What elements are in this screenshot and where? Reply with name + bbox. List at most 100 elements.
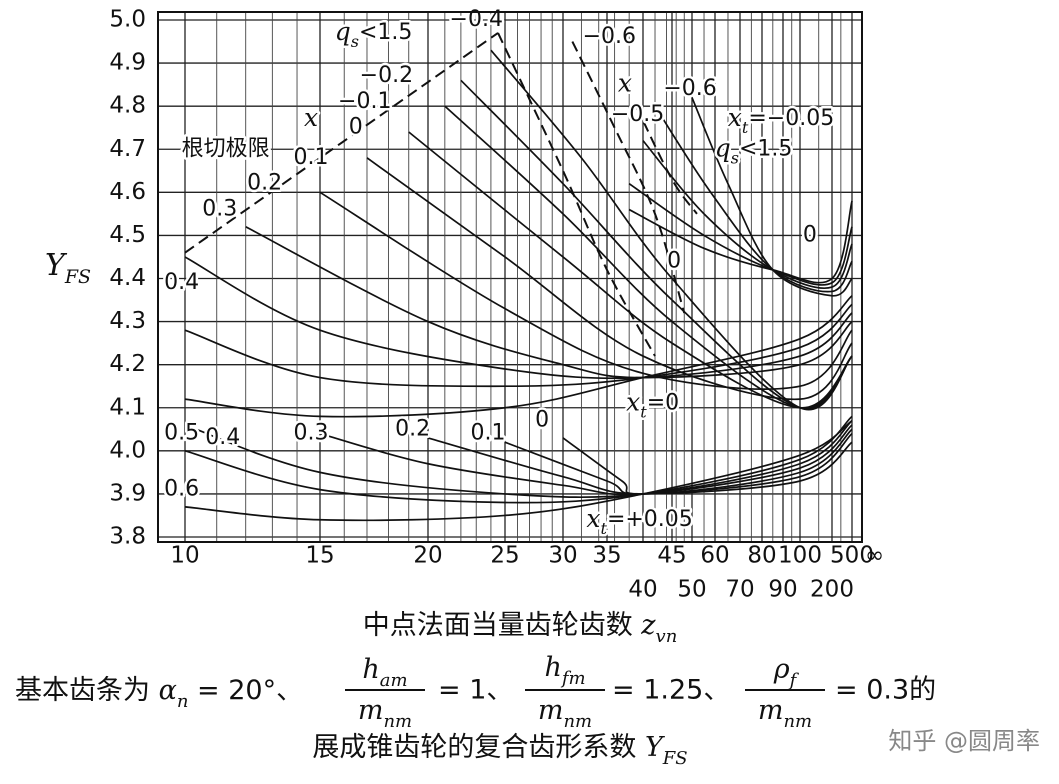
- annotation-text: 0.1: [471, 421, 506, 446]
- annotation-text: −0.2: [360, 63, 413, 88]
- x-tick-label: 100: [778, 543, 822, 569]
- annotation: −0.5: [611, 102, 664, 127]
- x-tick-label: 60: [700, 543, 729, 569]
- x-tick-label: 80: [747, 543, 776, 569]
- annotation: 0.3: [202, 197, 237, 222]
- fraction-numerator: hfm: [544, 652, 585, 689]
- annotation-text: 0.3: [202, 197, 237, 222]
- annotation: 根切极限: [182, 136, 270, 161]
- curve: [184, 415, 853, 504]
- annotation-text: −0.4: [450, 7, 503, 32]
- annotation: 0: [535, 408, 549, 433]
- caption: 基本齿条为 αn = 20°、 ham mnm = 1、 hfm mnm = 1…: [15, 652, 936, 769]
- annotation-text: −0.6: [663, 76, 716, 101]
- x-tick-label: 15: [305, 543, 334, 569]
- annotation-text: =0: [647, 390, 679, 415]
- y-tick-label: 4.5: [109, 222, 146, 248]
- x-tick-label: 40: [628, 577, 657, 603]
- y-tick-label: 4.3: [109, 308, 146, 334]
- annotation: 0: [667, 248, 681, 273]
- caption-eq: = 1.25、: [612, 675, 730, 706]
- x-tick-label: 45: [657, 543, 686, 569]
- annotation-text: 0.6: [164, 477, 199, 502]
- annotation-text: 0: [667, 248, 681, 273]
- labels: 3.8 3.9 4.0 4.1 4.2 4.3 4.4 4.5 4.6 4.7 4.8 4.9 5.0 1…: [109, 5, 884, 603]
- curve: [654, 105, 853, 293]
- annotation-var: x: [626, 387, 640, 416]
- y-tick-label: 4.6: [109, 179, 146, 205]
- annotation-text: =−0.05: [748, 106, 834, 131]
- curve: [319, 424, 853, 496]
- annotation: x: [618, 68, 632, 97]
- x-tick-label: 50: [677, 577, 706, 603]
- y-tick-label: 4.4: [109, 265, 146, 291]
- y-tick-label: 4.2: [109, 351, 146, 377]
- curves: [184, 32, 853, 522]
- y-tick-label: 4.0: [109, 437, 146, 463]
- fraction-denominator: mnm: [538, 695, 592, 732]
- x-tick-label: 35: [592, 543, 621, 569]
- annotation: 0.5: [164, 421, 199, 446]
- annotation-var: x: [728, 103, 742, 132]
- curve: [490, 49, 853, 411]
- x-tick-label: 25: [490, 543, 519, 569]
- annotation-var: q: [335, 16, 351, 45]
- fraction-denominator: mnm: [358, 695, 412, 732]
- x-end-label: ∞: [865, 543, 884, 569]
- annotation-text: 0.4: [205, 425, 240, 450]
- y-tick-label: 4.1: [109, 394, 146, 420]
- annotation-var: x: [618, 68, 632, 97]
- plot-frame: [157, 11, 863, 543]
- y-tick-label: 3.9: [109, 480, 146, 506]
- annotation-text: 根切极限: [182, 136, 270, 161]
- annotation-text: 0.3: [294, 421, 329, 446]
- x-tick-label: 90: [768, 577, 797, 603]
- annotation-sub: s: [351, 32, 359, 51]
- caption-eq: = 1、: [438, 675, 513, 706]
- annotation: 0.1: [471, 421, 506, 446]
- curve: [460, 79, 853, 410]
- y-tick-label: 4.9: [109, 50, 146, 76]
- annotation-text: 0: [349, 115, 363, 140]
- curve: [184, 419, 853, 522]
- curve: [184, 420, 853, 498]
- annotation: 0.4: [205, 425, 240, 450]
- caption-line2: 展成锥齿轮的复合齿形系数 YFS: [312, 732, 687, 769]
- x-tick-label: 70: [725, 577, 754, 603]
- grid: [158, 12, 862, 542]
- annotation-text: 0.5: [164, 421, 199, 446]
- annotation-text: −0.5: [611, 102, 664, 127]
- y-tick-label: 3.8: [109, 524, 146, 550]
- annotation: 0.2: [247, 171, 282, 196]
- annotation-text: 0.2: [395, 416, 430, 441]
- y-tick-label: 4.7: [109, 136, 146, 162]
- annotation-var: q: [715, 133, 731, 162]
- annotation: −0.1: [338, 89, 391, 114]
- annotation: −0.6: [583, 24, 636, 49]
- annotation-text: 0.1: [294, 145, 329, 170]
- annotation-sub: s: [731, 148, 739, 167]
- y-tick-label: 5.0: [109, 7, 146, 33]
- x-tick-label: 30: [548, 543, 577, 569]
- curve: [408, 131, 853, 409]
- boundary-line: [497, 32, 656, 357]
- annotation-text: −0.6: [583, 24, 636, 49]
- annotation: 0.3: [294, 421, 329, 446]
- boundary-line: [635, 105, 698, 215]
- annotation: −0.6: [663, 76, 716, 101]
- x-tick-label: 10: [170, 543, 199, 569]
- annotation-text: =+0.05: [607, 507, 693, 532]
- y-tick-label: 4.8: [109, 93, 146, 119]
- annotation: 0: [803, 222, 817, 247]
- annotation: −0.2: [360, 63, 413, 88]
- x-tick-label: 20: [413, 543, 442, 569]
- x-axis-label: 中点法面当量齿轮齿数 zvn: [363, 610, 678, 647]
- annotation-var: x: [304, 103, 318, 132]
- annotation: qs<1.5: [335, 16, 413, 51]
- caption-eq: = 0.3的: [835, 675, 936, 706]
- x-tick-label: 200: [810, 577, 854, 603]
- annotation-text: <1.5: [359, 20, 412, 45]
- y-axis-label: YFS: [45, 248, 91, 288]
- x-tick-label: 500: [830, 543, 874, 569]
- annotation: 0: [349, 115, 363, 140]
